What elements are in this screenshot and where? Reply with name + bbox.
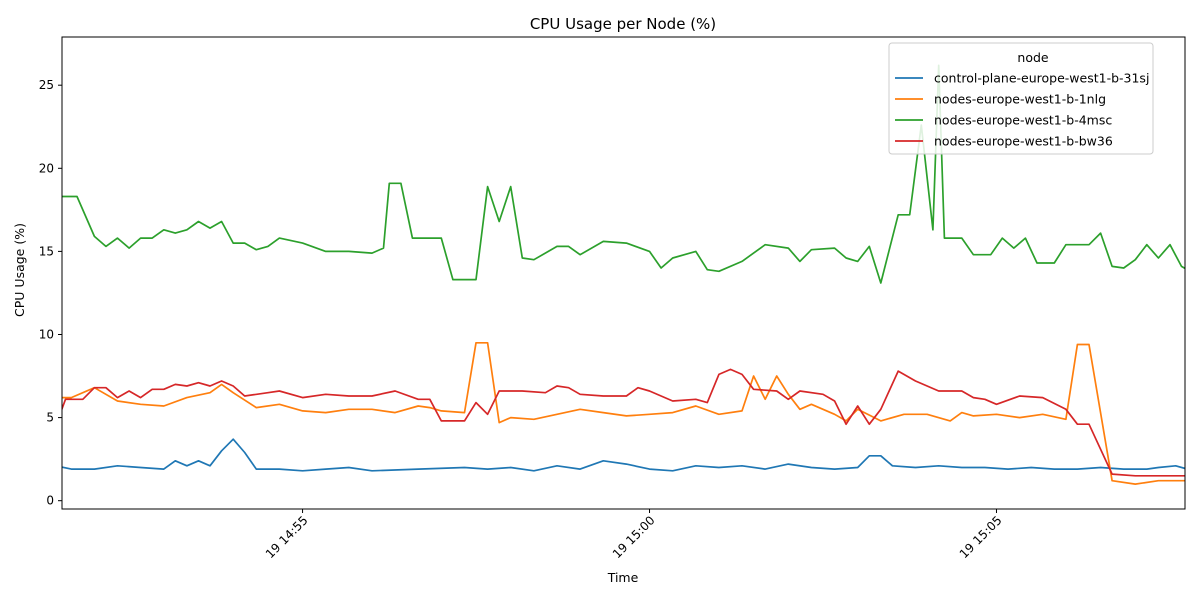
- legend-title: node: [1017, 50, 1049, 65]
- y-axis: 0 5 10 15 20 25: [39, 78, 62, 508]
- series-line-2: [62, 341, 1185, 485]
- y-tick-label: 20: [39, 161, 54, 175]
- series-group: [62, 64, 1185, 485]
- y-tick-label: 25: [39, 78, 54, 92]
- x-axis-title: Time: [607, 570, 639, 585]
- legend-label-2: nodes-europe-west1-b-1nlg: [934, 92, 1106, 107]
- plot-frame: [61, 36, 1186, 510]
- series-line-4: [62, 368, 1185, 477]
- series-line-3: [62, 64, 1185, 284]
- legend-label-1: control-plane-europe-west1-b-31sj: [934, 71, 1149, 86]
- chart-title: CPU Usage per Node (%): [530, 15, 716, 33]
- y-tick-label: 5: [46, 411, 54, 425]
- plot-area: [61, 36, 1186, 510]
- legend: node control-plane-europe-west1-b-31sj no…: [888, 42, 1154, 155]
- legend-box: [888, 42, 1154, 155]
- y-tick-label: 15: [39, 244, 54, 258]
- y-tick-label: 10: [39, 327, 54, 341]
- legend-label-4: nodes-europe-west1-b-bw36: [934, 134, 1113, 149]
- y-tick-label: 0: [46, 494, 54, 508]
- y-axis-title: CPU Usage (%): [12, 223, 27, 317]
- legend-label-3: nodes-europe-west1-b-4msc: [934, 113, 1112, 128]
- series-line-1: [62, 438, 1185, 472]
